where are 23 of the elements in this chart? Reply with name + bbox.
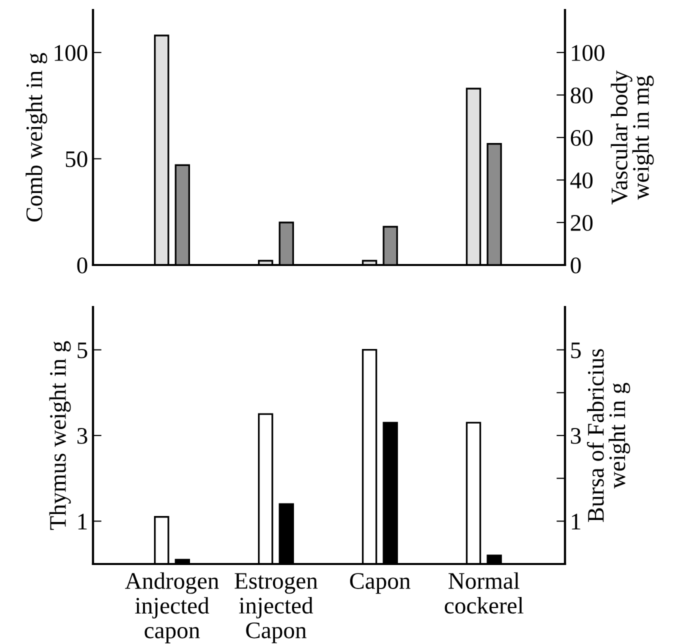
y2-axis-title: Vascular body weight in mg (610, 70, 654, 204)
y2-tick-label: 40 (570, 172, 593, 188)
y2-axis-title: Bursa of Fabricius weight in g (586, 349, 630, 522)
y2-tick-label: 1 (572, 514, 580, 530)
y-tick-label: 0 (77, 257, 88, 274)
y-axis-title: Thymus weight in g (49, 341, 71, 530)
y-tick-label: 100 (54, 44, 88, 61)
y-tick-label: 1 (78, 514, 87, 530)
y2-tick-label: 60 (570, 130, 593, 146)
y2-tick-label: 3 (570, 428, 581, 444)
y-tick-label: 50 (66, 151, 88, 168)
x-tick-label: Capon (350, 573, 410, 594)
y-tick-label: 3 (77, 428, 88, 444)
x-tick-label: Androgen injected capon (125, 572, 219, 644)
y-axis-title: Comb weight in g (26, 53, 48, 222)
x-tick-label: Normal cockerel (444, 572, 524, 614)
y2-tick-label: 0 (570, 257, 581, 274)
y2-tick-label: 100 (572, 44, 604, 61)
x-tick-label: Estrogen injected Capon (234, 573, 318, 644)
y2-tick-label: 5 (571, 342, 581, 358)
y2-tick-label: 80 (570, 87, 593, 104)
y-tick-label: 5 (78, 342, 88, 358)
y2-tick-label: 20 (570, 214, 593, 231)
